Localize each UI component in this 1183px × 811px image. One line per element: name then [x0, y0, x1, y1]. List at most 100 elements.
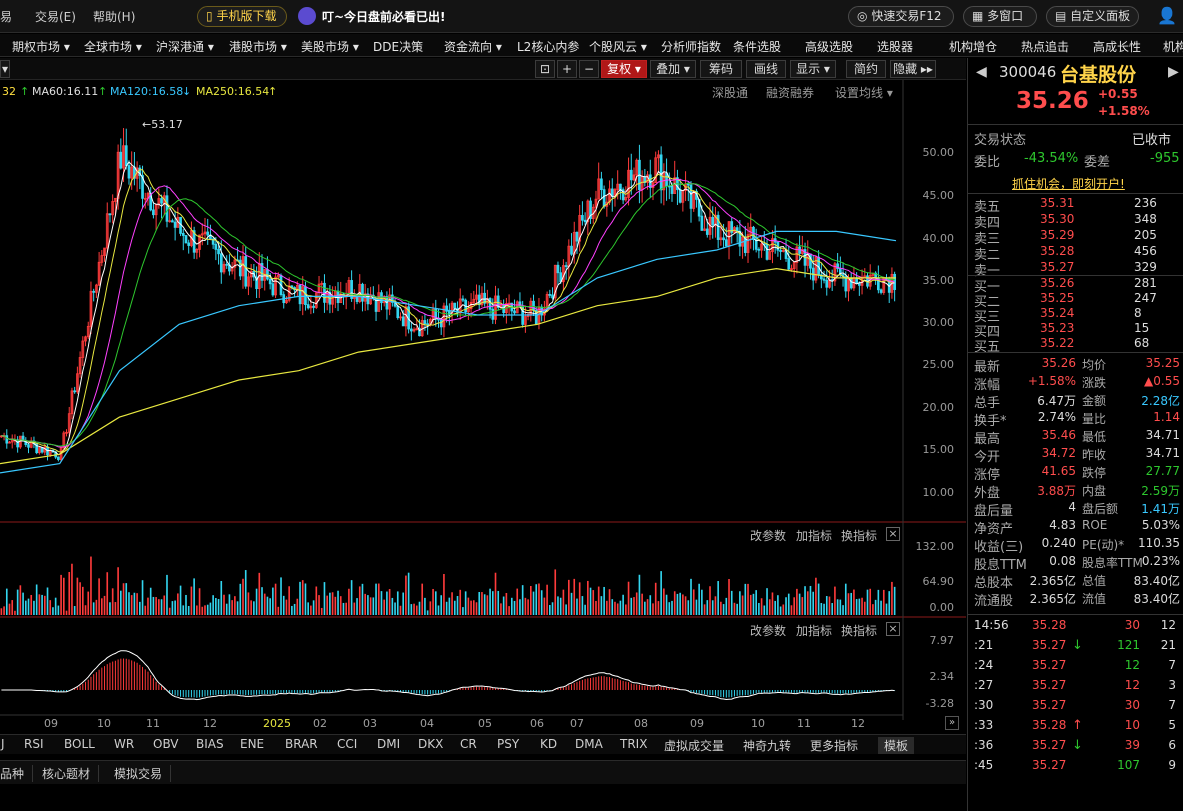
overlay-button[interactable]: 叠加 ▾ — [650, 60, 696, 78]
nav-item[interactable]: 机构 — [1163, 40, 1183, 54]
moving-average-line — [1, 178, 895, 448]
nav-item[interactable]: 高级选股 — [805, 40, 854, 54]
nav-item[interactable]: DDE决策 — [373, 40, 424, 54]
nav-item[interactable]: 高成长性 — [1093, 40, 1142, 54]
toolbar-dropdown-partial[interactable]: ▾ — [0, 60, 10, 78]
macd-params-button[interactable]: 改参数 — [750, 624, 787, 638]
bid-price[interactable]: 35.25 — [1040, 291, 1075, 305]
lock-icon[interactable]: ⊡ — [535, 60, 555, 78]
indicator-tab[interactable]: PSY — [497, 737, 520, 751]
nav-item[interactable]: 全球市场 ▾ — [84, 40, 142, 54]
indicator-tab[interactable]: BOLL — [64, 737, 95, 751]
indicator-tab[interactable]: 神奇九转 — [743, 739, 792, 753]
multi-window-button[interactable]: ▦ 多窗口 — [963, 6, 1037, 27]
zoom-in-icon[interactable]: + — [557, 60, 577, 78]
menu-trade[interactable]: 交易(E) — [35, 10, 76, 24]
indicator-tab[interactable]: DKX — [418, 737, 444, 751]
custom-panel-button[interactable]: ▤ 自定义面板 — [1046, 6, 1139, 27]
close-icon[interactable]: × — [886, 527, 900, 541]
nav-item[interactable]: 个股风云 ▾ — [589, 40, 647, 54]
nav-item[interactable]: 港股市场 ▾ — [229, 40, 287, 54]
candle-body — [662, 172, 666, 191]
bottom-tab[interactable]: 模拟交易 — [114, 765, 172, 782]
indicator-tab[interactable]: DMI — [377, 737, 401, 751]
prev-stock-icon[interactable]: ◀ — [976, 64, 987, 80]
stat-value: 110.35 — [1138, 536, 1180, 550]
indicator-tab[interactable]: ENE — [240, 737, 265, 751]
indicator-tab[interactable]: CR — [460, 737, 477, 751]
scroll-right-icon[interactable]: » — [945, 716, 959, 730]
nav-item[interactable]: 资金流向 ▾ — [444, 40, 502, 54]
set-ma-dropdown[interactable]: 设置均线 ▾ — [835, 86, 893, 100]
indicator-tab[interactable]: J — [1, 737, 5, 751]
draw-line-button[interactable]: 画线 — [746, 60, 786, 78]
chips-button[interactable]: 筹码 — [700, 60, 742, 78]
candle-body — [149, 192, 153, 211]
restore-rights-button[interactable]: 复权 ▾ — [601, 60, 647, 78]
next-stock-icon[interactable]: ▶ — [1168, 64, 1179, 80]
macd-add-indicator-button[interactable]: 加指标 — [796, 624, 833, 638]
bottom-tab[interactable]: 品种 — [0, 765, 34, 782]
indicator-tab[interactable]: RSI — [24, 737, 44, 751]
user-icon[interactable]: 👤 — [1157, 6, 1177, 25]
ask-price[interactable]: 35.31 — [1040, 196, 1075, 210]
candle-body — [659, 154, 663, 191]
shenzhen-connect-toggle[interactable]: 深股通 — [712, 86, 749, 100]
bid-price[interactable]: 35.24 — [1040, 306, 1075, 320]
indicator-tab[interactable]: DMA — [575, 737, 603, 751]
x-tick-label: 11 — [797, 717, 811, 730]
nav-item[interactable]: 选股器 — [877, 40, 914, 54]
nav-item[interactable]: 机构增仓 — [949, 40, 998, 54]
template-button[interactable]: 模板 — [878, 737, 915, 754]
vol-params-button[interactable]: 改参数 — [750, 529, 787, 543]
menu-help[interactable]: 帮助(H) — [93, 10, 136, 24]
nav-item[interactable]: 热点追击 — [1021, 40, 1070, 54]
hide-panel-button[interactable]: 隐藏 ▸▸ — [890, 60, 936, 78]
margin-trading-toggle[interactable]: 融资融券 — [766, 86, 815, 100]
candle-body — [746, 234, 750, 253]
open-account-banner[interactable]: 抓住机会，即刻开户! — [1012, 177, 1125, 191]
indicator-tab[interactable]: BRAR — [285, 737, 318, 751]
nav-item[interactable]: L2核心内参 — [517, 40, 580, 54]
ask-price[interactable]: 35.28 — [1040, 244, 1075, 258]
nav-item[interactable]: 条件选股 — [733, 40, 782, 54]
bid-price[interactable]: 35.26 — [1040, 276, 1075, 290]
vol-add-indicator-button[interactable]: 加指标 — [796, 529, 833, 543]
indicator-tab[interactable]: WR — [114, 737, 135, 751]
macd-switch-indicator-button[interactable]: 换指标 — [841, 624, 878, 638]
zoom-out-icon[interactable]: − — [579, 60, 599, 78]
menu-partial-item[interactable]: 易 — [0, 10, 13, 24]
display-button[interactable]: 显示 ▾ — [790, 60, 836, 78]
candle-body — [722, 237, 725, 241]
ask-price[interactable]: 35.27 — [1040, 260, 1075, 274]
indicator-tab[interactable]: 更多指标 — [810, 739, 859, 753]
indicator-tab[interactable]: KD — [540, 737, 558, 751]
indicator-tab[interactable]: CCI — [337, 737, 358, 751]
candle-body — [190, 230, 193, 246]
mobile-download-button[interactable]: ▯ 手机版下载 — [197, 6, 287, 27]
ask-price[interactable]: 35.30 — [1040, 212, 1075, 226]
candle-body — [689, 184, 693, 209]
nav-item[interactable]: 分析师指数 — [661, 40, 722, 54]
bid-price[interactable]: 35.22 — [1040, 336, 1075, 350]
indicator-tab[interactable]: OBV — [153, 737, 179, 751]
ask-volume: 348 — [1134, 212, 1157, 226]
quick-trade-button[interactable]: ◎ 快速交易F12 — [848, 6, 954, 27]
nav-item[interactable]: 美股市场 ▾ — [301, 40, 359, 54]
indicator-tab[interactable]: TRIX — [620, 737, 648, 751]
close-icon[interactable]: × — [886, 622, 900, 636]
nav-item[interactable]: 期权市场 ▾ — [12, 40, 70, 54]
kline-chart[interactable] — [0, 80, 966, 734]
vol-switch-indicator-button[interactable]: 换指标 — [841, 529, 878, 543]
indicator-tab[interactable]: BIAS — [196, 737, 224, 751]
indicator-tab[interactable]: 虚拟成交量 — [664, 739, 725, 753]
candle-body — [266, 269, 269, 280]
nav-item[interactable]: 沪深港通 ▾ — [156, 40, 214, 54]
notice-banner[interactable]: 叮~今日盘前必看已出! — [322, 10, 446, 24]
macd-tick-label: -3.28 — [925, 697, 954, 710]
bid-price[interactable]: 35.23 — [1040, 321, 1075, 335]
ask-price[interactable]: 35.29 — [1040, 228, 1075, 242]
bottom-tab[interactable]: 核心题材 — [42, 765, 100, 782]
simple-mode-button[interactable]: 简约 — [846, 60, 886, 78]
long-moving-average-line — [0, 267, 896, 465]
